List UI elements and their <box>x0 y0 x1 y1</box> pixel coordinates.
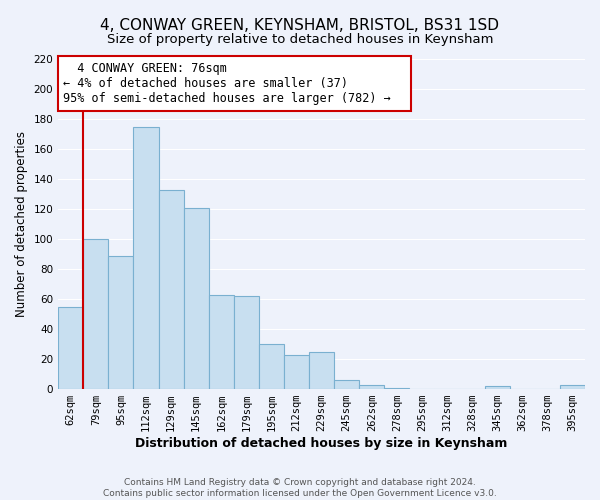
Bar <box>158 190 184 389</box>
Bar <box>133 126 158 389</box>
Text: 4 CONWAY GREEN: 76sqm
← 4% of detached houses are smaller (37)
95% of semi-detac: 4 CONWAY GREEN: 76sqm ← 4% of detached h… <box>64 62 406 106</box>
Text: 4, CONWAY GREEN, KEYNSHAM, BRISTOL, BS31 1SD: 4, CONWAY GREEN, KEYNSHAM, BRISTOL, BS31… <box>101 18 499 32</box>
Bar <box>58 306 83 389</box>
Bar <box>109 256 133 389</box>
Bar <box>359 384 385 389</box>
X-axis label: Distribution of detached houses by size in Keynsham: Distribution of detached houses by size … <box>136 437 508 450</box>
Y-axis label: Number of detached properties: Number of detached properties <box>15 131 28 317</box>
Bar <box>485 386 510 389</box>
Bar <box>334 380 359 389</box>
Bar <box>309 352 334 389</box>
Text: Contains HM Land Registry data © Crown copyright and database right 2024.
Contai: Contains HM Land Registry data © Crown c… <box>103 478 497 498</box>
Bar <box>259 344 284 389</box>
Text: Size of property relative to detached houses in Keynsham: Size of property relative to detached ho… <box>107 32 493 46</box>
Bar <box>234 296 259 389</box>
Bar <box>385 388 409 389</box>
Bar <box>209 294 234 389</box>
Bar <box>184 208 209 389</box>
Bar <box>560 384 585 389</box>
Bar <box>284 354 309 389</box>
Bar <box>83 239 109 389</box>
